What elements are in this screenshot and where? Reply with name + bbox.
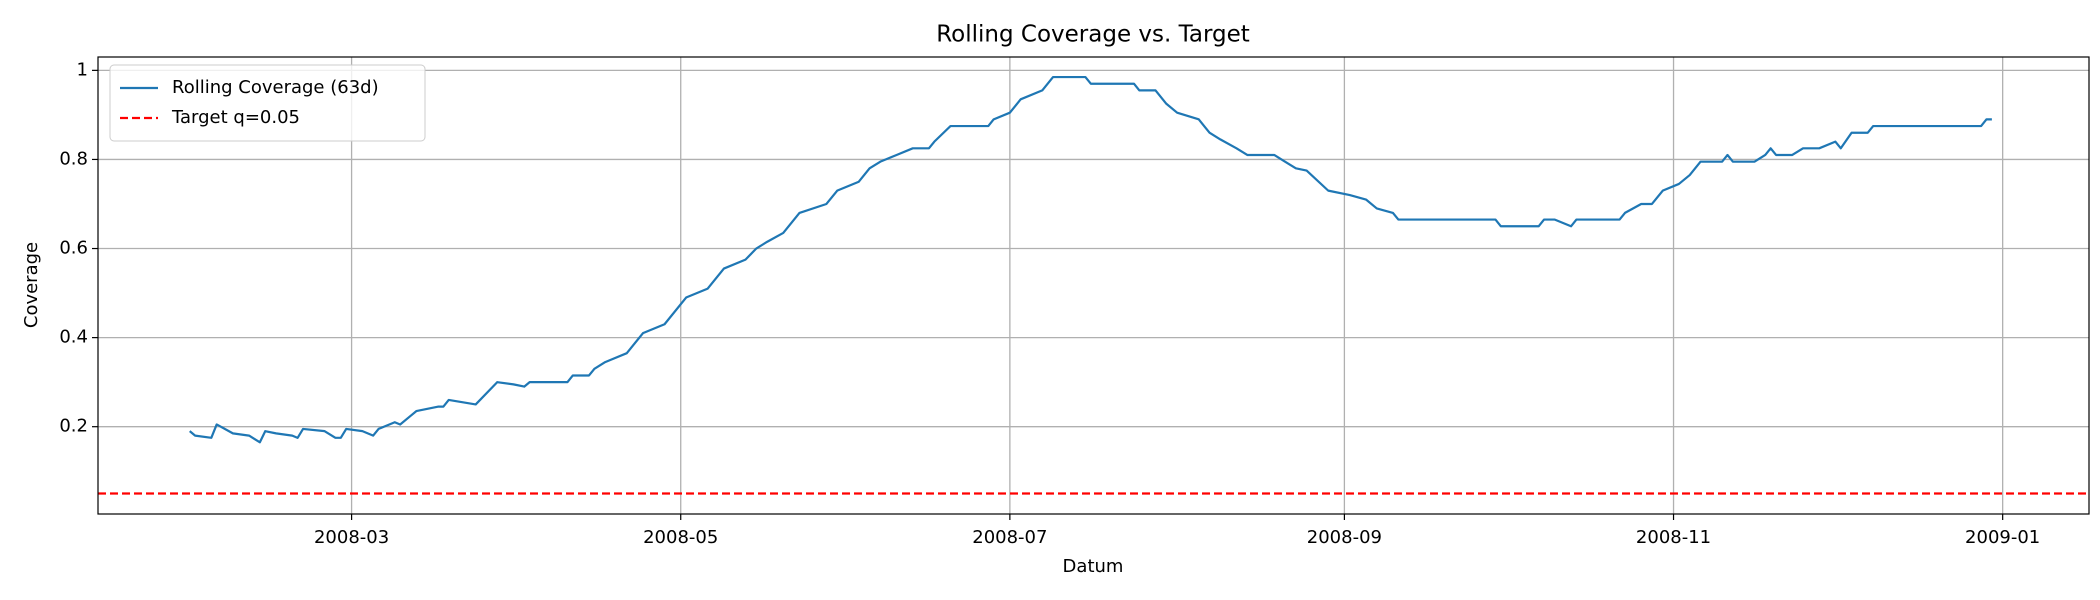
x-tick-label: 2008-07 (972, 527, 1047, 548)
legend-box (109, 64, 426, 142)
y-tick-label: 0.6 (59, 238, 88, 259)
x-tick-label: 2008-05 (643, 527, 718, 548)
x-tick-label: 2008-03 (314, 527, 389, 548)
y-axis-label: Coverage (21, 242, 42, 328)
data-line (189, 75, 1992, 444)
y-tick-label: 1 (77, 59, 88, 80)
x-axis-label: Datum (1063, 556, 1124, 577)
legend-label: Rolling Coverage (63d) (172, 77, 379, 98)
y-tick-label: 0.2 (59, 416, 88, 437)
y-tick-label: 0.8 (59, 148, 88, 169)
x-tick-label: 2008-09 (1307, 527, 1382, 548)
chart-title: Rolling Coverage vs. Target (936, 22, 1250, 48)
y-tick-label: 0.4 (59, 327, 88, 348)
plot-frame (97, 56, 2090, 515)
x-tick-label: 2008-11 (1636, 527, 1711, 548)
x-tick-label: 2009-01 (1965, 527, 2040, 548)
legend-label: Target q=0.05 (171, 107, 300, 128)
